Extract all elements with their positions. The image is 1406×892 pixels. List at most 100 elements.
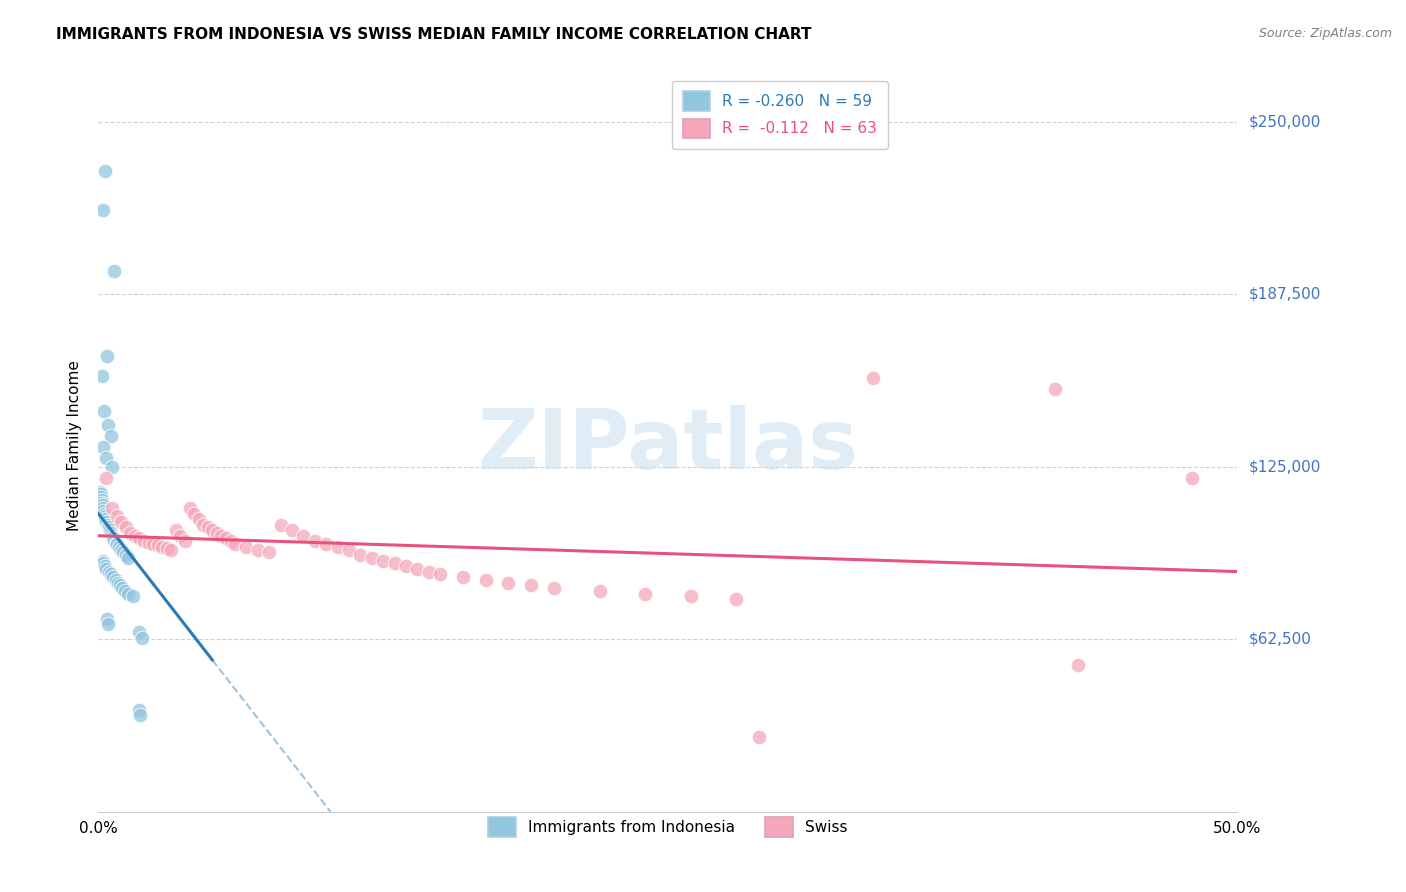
Point bbox=[100, 525, 122, 540]
Point bbox=[121, 590, 143, 604]
Point bbox=[105, 509, 128, 524]
Point bbox=[96, 611, 118, 625]
Text: $62,500: $62,500 bbox=[1249, 632, 1312, 647]
Point bbox=[498, 575, 520, 590]
Point bbox=[165, 523, 187, 537]
Point bbox=[94, 512, 117, 526]
Point bbox=[128, 625, 150, 640]
Point bbox=[94, 451, 117, 466]
Point bbox=[128, 708, 150, 723]
Point bbox=[101, 459, 124, 474]
Point bbox=[748, 730, 770, 744]
Point bbox=[96, 517, 118, 532]
Point bbox=[209, 529, 232, 543]
Point bbox=[112, 545, 135, 559]
Point bbox=[93, 507, 115, 521]
Point bbox=[224, 537, 246, 551]
Point bbox=[93, 202, 115, 217]
Point bbox=[197, 520, 219, 534]
Point bbox=[270, 517, 292, 532]
Point bbox=[100, 567, 122, 582]
Point bbox=[111, 581, 134, 595]
Legend: Immigrants from Indonesia, Swiss: Immigrants from Indonesia, Swiss bbox=[481, 809, 855, 845]
Text: ZIPatlas: ZIPatlas bbox=[478, 406, 858, 486]
Point bbox=[169, 529, 191, 543]
Text: $187,500: $187,500 bbox=[1249, 286, 1320, 301]
Point bbox=[201, 523, 224, 537]
Point bbox=[96, 349, 118, 363]
Point bbox=[105, 537, 128, 551]
Point bbox=[110, 515, 132, 529]
Point bbox=[725, 592, 748, 607]
Point bbox=[418, 565, 440, 579]
Point bbox=[142, 537, 165, 551]
Point bbox=[90, 492, 112, 507]
Point bbox=[281, 523, 304, 537]
Point bbox=[101, 501, 124, 516]
Point bbox=[93, 404, 115, 418]
Point bbox=[97, 565, 120, 579]
Point bbox=[108, 578, 131, 592]
Point bbox=[326, 540, 349, 554]
Point bbox=[107, 575, 129, 590]
Point bbox=[259, 545, 281, 559]
Text: Source: ZipAtlas.com: Source: ZipAtlas.com bbox=[1258, 27, 1392, 40]
Point bbox=[235, 540, 257, 554]
Point bbox=[315, 537, 337, 551]
Point bbox=[179, 501, 201, 516]
Point bbox=[110, 542, 132, 557]
Point bbox=[93, 557, 115, 571]
Point bbox=[89, 484, 111, 499]
Point bbox=[406, 562, 429, 576]
Point bbox=[128, 532, 150, 546]
Point bbox=[91, 495, 114, 509]
Point bbox=[90, 487, 112, 501]
Point bbox=[103, 534, 125, 549]
Point bbox=[193, 517, 215, 532]
Point bbox=[101, 529, 124, 543]
Point bbox=[183, 507, 205, 521]
Point bbox=[429, 567, 451, 582]
Point bbox=[337, 542, 360, 557]
Point bbox=[91, 501, 114, 516]
Point bbox=[114, 583, 136, 598]
Point bbox=[96, 471, 118, 485]
Point bbox=[474, 573, 496, 587]
Point bbox=[349, 548, 371, 562]
Text: IMMIGRANTS FROM INDONESIA VS SWISS MEDIAN FAMILY INCOME CORRELATION CHART: IMMIGRANTS FROM INDONESIA VS SWISS MEDIA… bbox=[56, 27, 811, 42]
Point bbox=[91, 553, 114, 567]
Point bbox=[1181, 471, 1204, 485]
Point bbox=[205, 525, 228, 540]
Point bbox=[520, 578, 543, 592]
Point bbox=[103, 264, 125, 278]
Point bbox=[96, 562, 118, 576]
Point bbox=[120, 525, 142, 540]
Point bbox=[104, 537, 127, 551]
Point bbox=[103, 532, 125, 546]
Point bbox=[128, 703, 150, 717]
Point bbox=[94, 509, 117, 524]
Point bbox=[132, 534, 155, 549]
Point bbox=[219, 534, 242, 549]
Point bbox=[304, 534, 326, 549]
Text: $250,000: $250,000 bbox=[1249, 114, 1320, 129]
Point bbox=[91, 441, 114, 455]
Point bbox=[588, 583, 610, 598]
Point bbox=[451, 570, 474, 584]
Point bbox=[98, 523, 121, 537]
Point bbox=[94, 559, 117, 574]
Point bbox=[292, 529, 315, 543]
Point bbox=[97, 520, 120, 534]
Point bbox=[543, 581, 565, 595]
Point bbox=[146, 538, 169, 552]
Point bbox=[174, 534, 197, 549]
Point bbox=[360, 550, 382, 565]
Point bbox=[371, 553, 394, 567]
Point bbox=[187, 512, 209, 526]
Point bbox=[90, 368, 112, 383]
Point bbox=[679, 590, 702, 604]
Point bbox=[215, 532, 238, 546]
Y-axis label: Median Family Income: Median Family Income bbox=[67, 360, 83, 532]
Point bbox=[97, 418, 120, 433]
Point bbox=[114, 520, 136, 534]
